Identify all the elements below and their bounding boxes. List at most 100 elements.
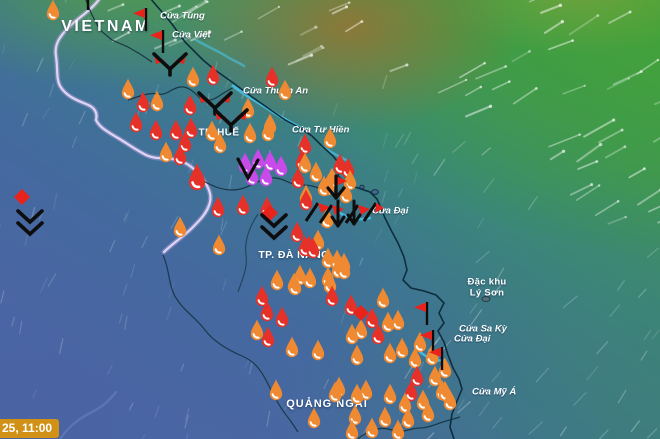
rain-warning-marker[interactable] [186, 66, 200, 88]
wind-arrow-marker[interactable] [326, 174, 347, 200]
rain-warning-marker[interactable] [213, 132, 227, 154]
wind-arrow-marker[interactable] [197, 91, 233, 116]
rain-warning-marker[interactable] [188, 163, 206, 191]
rain-warning-marker[interactable] [307, 407, 321, 429]
rain-warning-marker[interactable] [259, 165, 273, 187]
rain-warning-marker[interactable] [378, 406, 392, 428]
rain-warning-marker[interactable] [291, 167, 305, 189]
rain-warning-marker[interactable] [288, 274, 302, 296]
rain-warning-marker[interactable] [265, 66, 279, 88]
wind-flag-marker[interactable] [150, 30, 165, 53]
wind-barb-cluster[interactable] [304, 199, 384, 228]
rain-warning-marker[interactable] [391, 419, 405, 439]
rain-warning-marker[interactable] [428, 365, 442, 387]
rain-warning-marker[interactable] [150, 90, 164, 112]
rain-warning-marker[interactable] [261, 120, 275, 142]
rain-warning-marker[interactable] [376, 287, 390, 309]
rain-warning-marker[interactable] [206, 64, 220, 86]
rain-warning-marker[interactable] [263, 150, 277, 172]
rain-warning-marker[interactable] [46, 0, 60, 21]
rain-warning-marker[interactable] [303, 267, 317, 289]
rain-warning-marker[interactable] [365, 307, 379, 329]
rain-warning-marker[interactable] [184, 117, 198, 139]
rain-warning-marker[interactable] [350, 344, 364, 366]
rain-warning-marker[interactable] [408, 347, 422, 369]
wind-flag-marker[interactable] [133, 8, 148, 31]
rain-warning-marker[interactable] [410, 365, 424, 387]
rain-warning-marker[interactable] [345, 323, 359, 345]
rain-warning-marker[interactable] [339, 182, 353, 204]
rain-warning-marker[interactable] [443, 389, 457, 411]
wind-chevron-marker[interactable] [16, 209, 44, 237]
rain-warning-marker[interactable] [317, 175, 331, 197]
rain-warning-marker[interactable] [421, 401, 435, 423]
rain-warning-marker[interactable] [345, 419, 359, 439]
rain-warning-marker[interactable] [383, 342, 397, 364]
rain-warning-marker[interactable] [395, 337, 409, 359]
rain-warning-marker[interactable] [371, 323, 385, 345]
rain-warning-marker[interactable] [438, 357, 452, 379]
wind-arrow-marker[interactable] [213, 108, 249, 133]
rain-warning-marker[interactable] [275, 306, 289, 328]
rain-warning-marker[interactable] [325, 285, 339, 307]
rain-warning-marker[interactable] [136, 91, 150, 113]
rain-warning-marker[interactable] [274, 155, 288, 177]
rain-warning-marker[interactable] [299, 189, 313, 211]
wind-flag-marker[interactable] [429, 347, 444, 370]
wind-chevron-marker[interactable] [260, 213, 288, 241]
rain-warning-marker[interactable] [278, 79, 292, 101]
rain-warning-marker[interactable] [270, 269, 284, 291]
rain-warning-marker[interactable] [328, 381, 342, 403]
rain-warning-marker[interactable] [211, 196, 225, 218]
rain-warning-marker[interactable] [121, 78, 135, 100]
rain-warning-marker[interactable] [243, 122, 257, 144]
rain-warning-marker[interactable] [365, 417, 379, 439]
rain-warning-marker[interactable] [298, 152, 312, 174]
rain-warning-marker[interactable] [425, 344, 439, 366]
wind-arrow-marker[interactable] [152, 52, 188, 77]
rain-warning-marker[interactable] [323, 127, 337, 149]
rain-warning-marker[interactable] [169, 119, 183, 141]
rain-warning-marker[interactable] [350, 383, 364, 405]
rain-warning-marker[interactable] [306, 237, 320, 259]
rain-warning-marker[interactable] [404, 380, 418, 402]
wind-flag-marker[interactable] [414, 302, 429, 325]
wind-arrow-marker[interactable] [236, 157, 260, 182]
rain-warning-marker[interactable] [413, 331, 427, 353]
storm-diamond-marker[interactable] [353, 305, 369, 321]
rain-warning-marker[interactable] [337, 258, 351, 280]
flag-pole-marker[interactable] [86, 0, 90, 10]
rain-warning-marker[interactable] [236, 194, 250, 216]
rain-warning-marker[interactable] [205, 120, 219, 142]
rain-warning-marker[interactable] [178, 131, 192, 153]
rain-warning-marker[interactable] [359, 379, 373, 401]
rain-warning-marker[interactable] [250, 319, 264, 341]
rain-warning-marker[interactable] [348, 404, 362, 426]
rain-warning-marker[interactable] [354, 318, 368, 340]
rain-warning-marker[interactable] [261, 326, 275, 348]
rain-warning-marker[interactable] [129, 111, 143, 133]
rain-warning-marker[interactable] [320, 207, 334, 229]
rain-warning-marker[interactable] [290, 221, 304, 243]
rain-warning-marker[interactable] [344, 294, 358, 316]
rain-warning-marker[interactable] [183, 94, 197, 116]
rain-warning-marker[interactable] [173, 144, 187, 166]
rain-warning-marker[interactable] [309, 161, 323, 183]
rain-warning-marker[interactable] [298, 133, 312, 155]
wind-flag-marker[interactable] [420, 330, 435, 353]
rain-warning-marker[interactable] [212, 234, 226, 256]
rain-warning-marker[interactable] [159, 141, 173, 163]
storm-diamond-marker[interactable] [14, 189, 30, 205]
rain-warning-marker[interactable] [255, 285, 269, 307]
rain-warning-marker[interactable] [311, 339, 325, 361]
rain-warning-marker[interactable] [391, 309, 405, 331]
rain-warning-marker[interactable] [149, 119, 163, 141]
rain-warning-marker[interactable] [383, 383, 397, 405]
rain-warning-marker[interactable] [381, 311, 395, 333]
rain-warning-marker[interactable] [260, 300, 274, 322]
rain-warning-marker[interactable] [173, 216, 187, 238]
rain-warning-marker[interactable] [401, 407, 415, 429]
rain-warning-marker[interactable] [269, 379, 283, 401]
rain-warning-marker[interactable] [285, 336, 299, 358]
